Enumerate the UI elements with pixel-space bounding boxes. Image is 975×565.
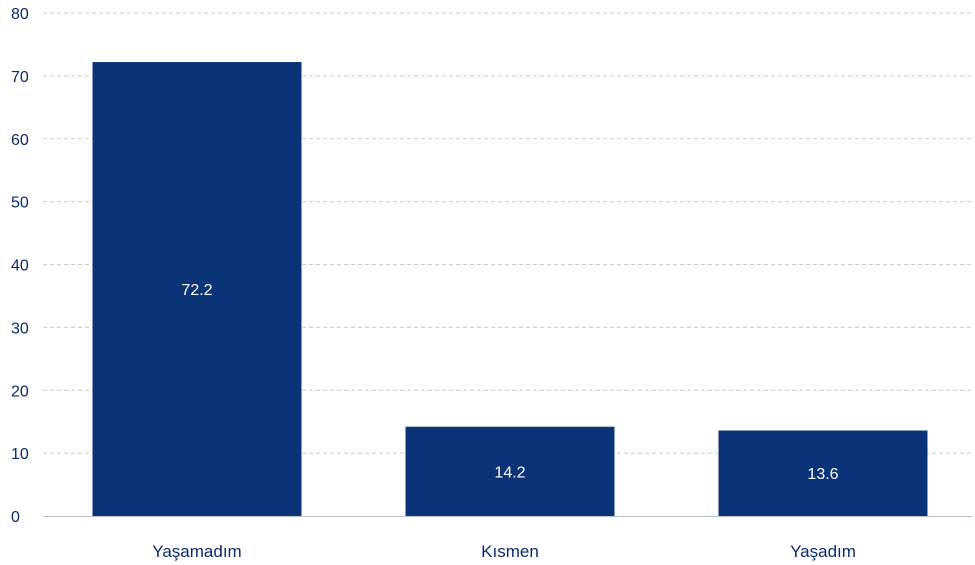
x-category-label: Yaşadım xyxy=(790,542,856,561)
y-tick-label: 60 xyxy=(11,132,29,149)
bar xyxy=(405,426,615,516)
y-tick-label: 50 xyxy=(11,195,29,212)
y-tick-label: 10 xyxy=(11,446,29,463)
y-tick-label: 0 xyxy=(11,509,20,526)
x-category-label: Kısmen xyxy=(481,542,539,561)
bar-value-label: 72.2 xyxy=(181,282,212,299)
y-tick-label: 80 xyxy=(11,6,29,23)
x-axis-categories: Yaşamadım Kısmen Yaşadım xyxy=(152,542,856,561)
bar-value-labels: 72.2 14.2 13.6 xyxy=(181,282,838,483)
y-tick-label: 70 xyxy=(11,69,29,86)
bar-value-label: 14.2 xyxy=(494,464,525,481)
y-tick-label: 20 xyxy=(11,383,29,400)
y-tick-label: 30 xyxy=(11,320,29,337)
bar-value-label: 13.6 xyxy=(807,466,838,483)
x-category-label: Yaşamadım xyxy=(152,542,241,561)
y-tick-label: 40 xyxy=(11,258,29,275)
bar xyxy=(92,62,302,516)
bar xyxy=(718,430,928,516)
y-axis-ticks: 0 10 20 30 40 50 60 70 80 xyxy=(11,6,29,526)
bars xyxy=(92,62,928,516)
